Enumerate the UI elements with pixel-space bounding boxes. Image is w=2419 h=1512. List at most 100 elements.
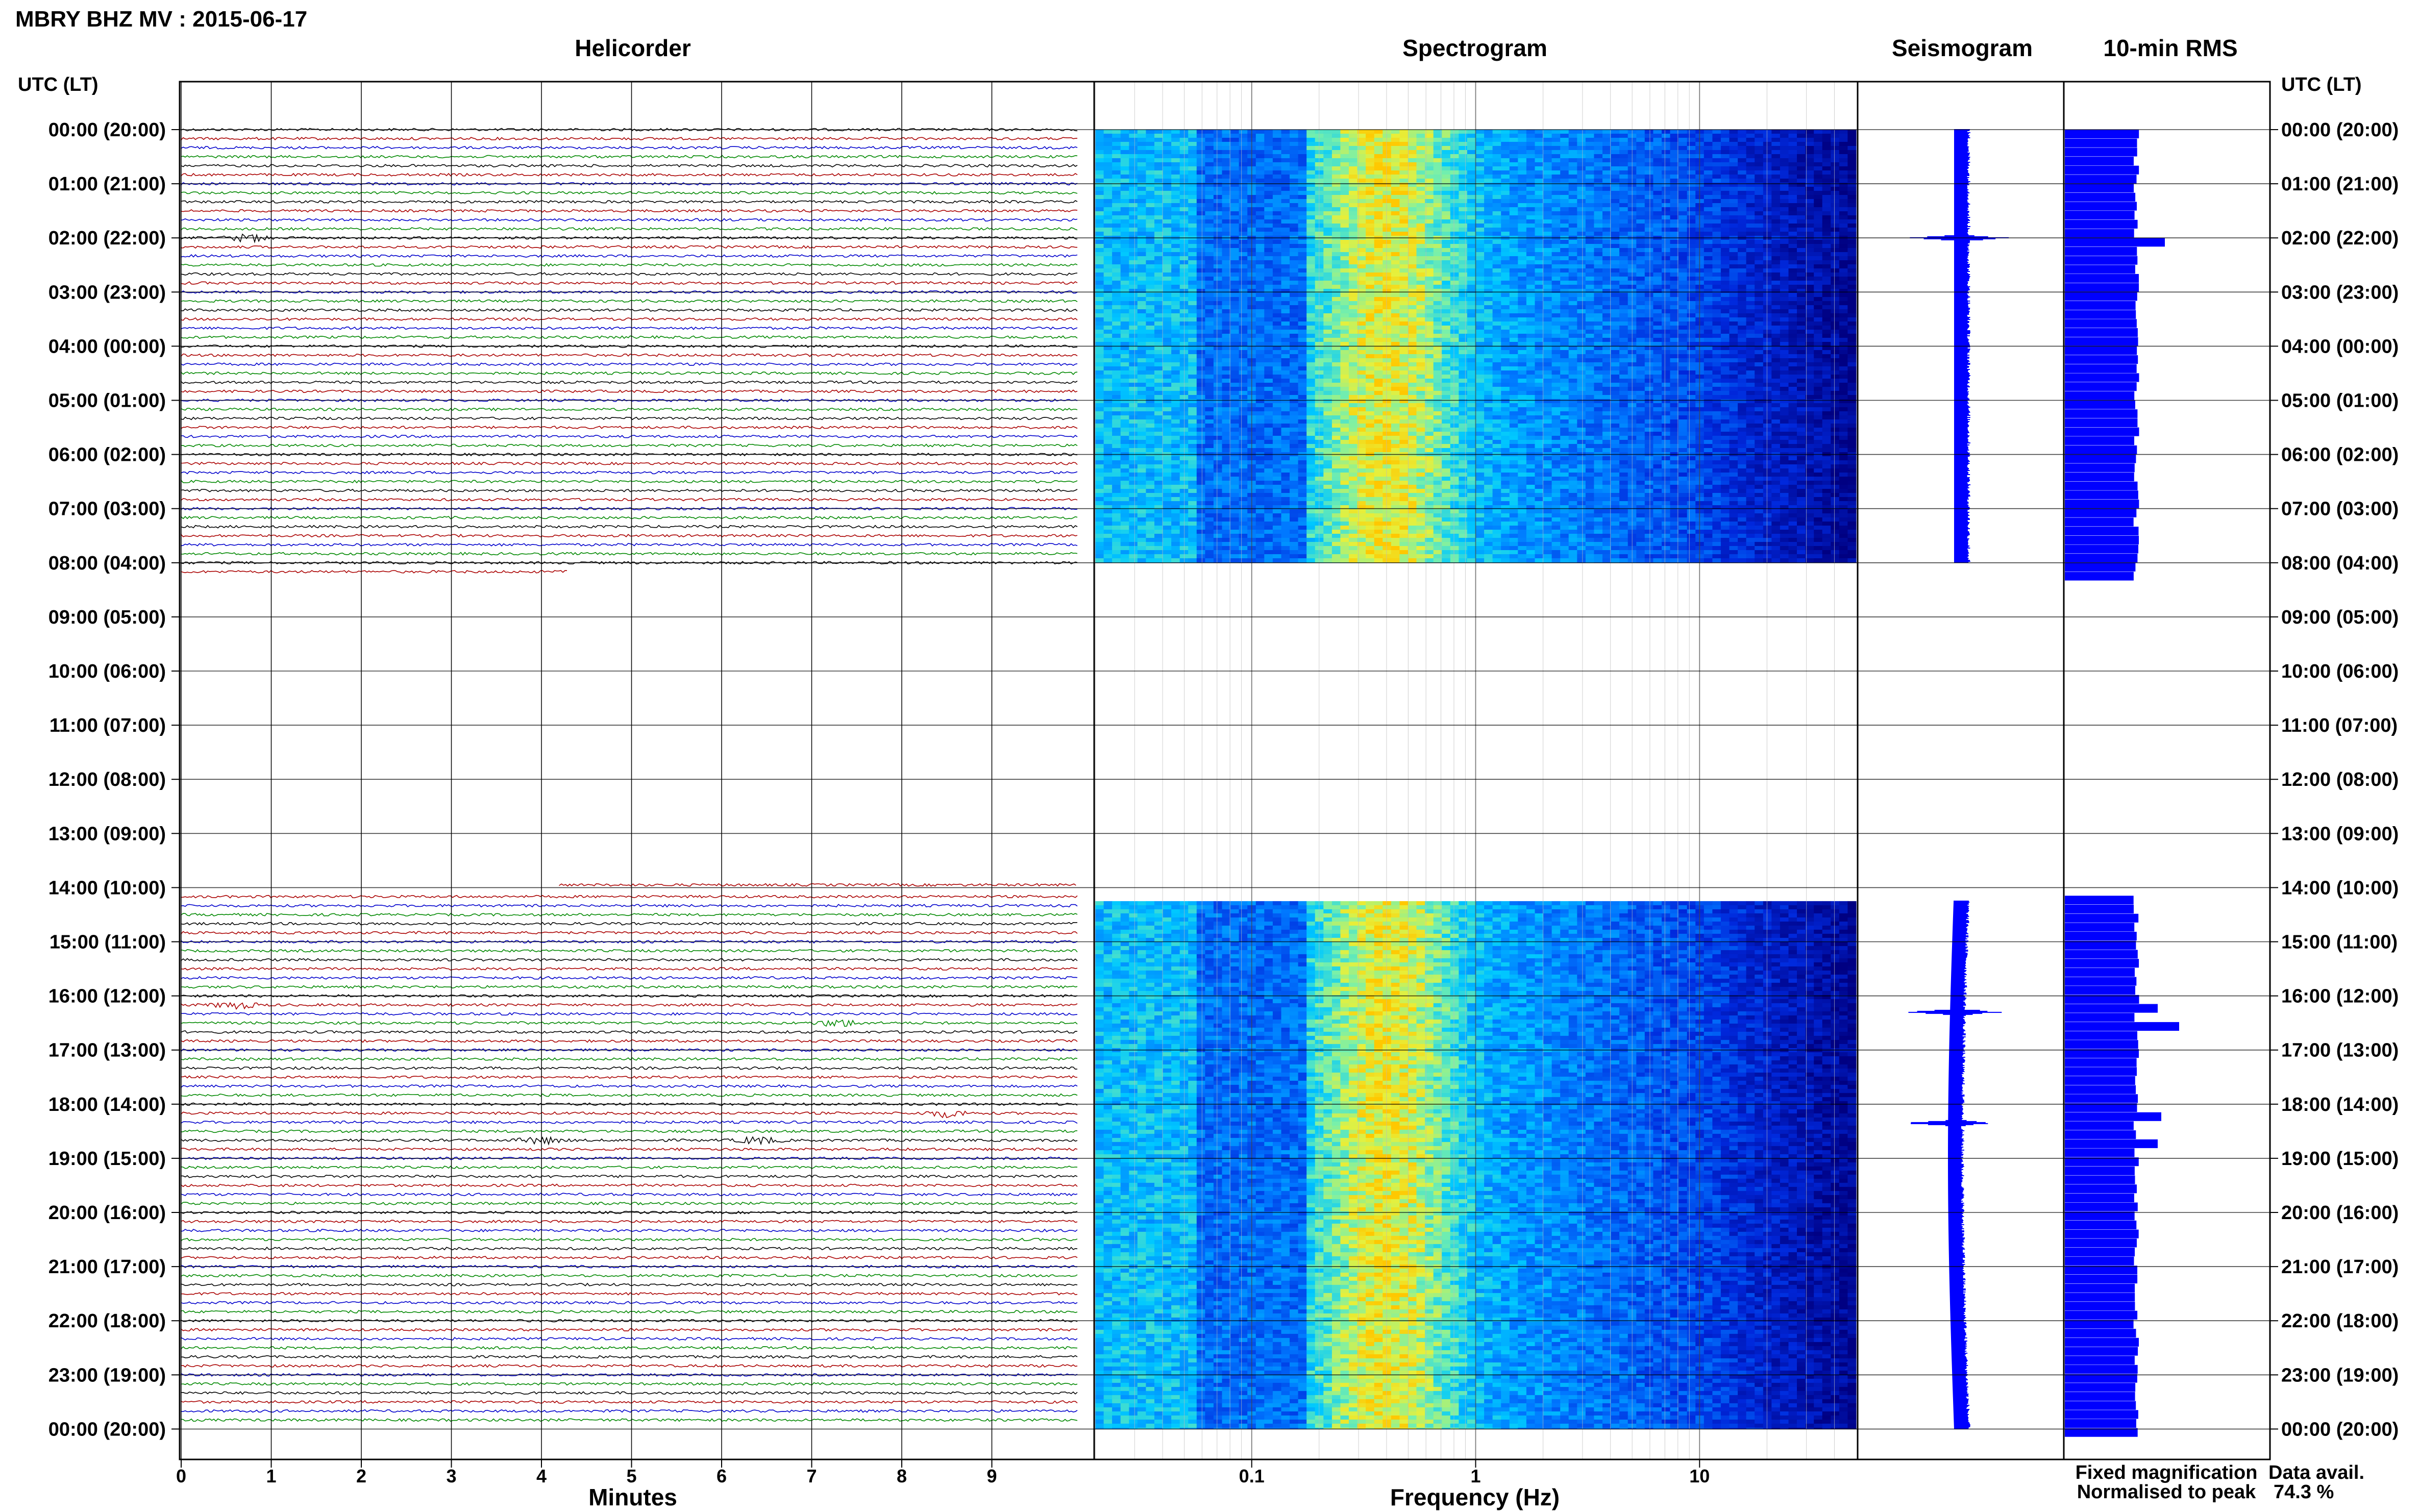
spectrogram-cell: [1146, 154, 1155, 159]
spectrogram-cell: [1213, 228, 1223, 232]
spectrogram-cell: [1831, 293, 1840, 298]
spectrogram-cell: [1797, 199, 1806, 204]
spectrogram-cell: [1662, 268, 1671, 273]
spectrogram-cell: [1788, 199, 1797, 204]
spectrogram-cell: [1425, 313, 1434, 318]
spectrogram-cell: [1366, 183, 1375, 187]
spectrogram-cell: [1568, 338, 1577, 342]
spectrogram-cell: [1653, 285, 1662, 289]
spectrogram-cell: [1416, 252, 1425, 257]
spectrogram-cell: [1653, 195, 1662, 200]
spectrogram-cell: [1518, 175, 1527, 179]
spectrogram-cell: [1687, 191, 1696, 195]
spectrogram-cell: [1442, 313, 1451, 318]
spectrogram-cell: [1577, 309, 1586, 314]
spectrogram-cell: [1653, 309, 1662, 314]
spectrogram-cell: [1687, 289, 1696, 293]
spectrogram-cell: [1196, 170, 1205, 175]
spectrogram-cell: [1357, 334, 1366, 338]
spectrogram-cell: [1763, 175, 1772, 179]
spectrogram-cell: [1712, 346, 1721, 351]
spectrogram-cell: [1839, 346, 1848, 351]
spectrogram-cell: [1526, 175, 1536, 179]
spectrogram-cell: [1602, 146, 1612, 151]
spectrogram-cell: [1687, 268, 1696, 273]
spectrogram-cell: [1222, 256, 1231, 261]
spectrogram-cell: [1188, 305, 1197, 310]
spectrogram-cell: [1323, 277, 1332, 281]
spectrogram-cell: [1129, 260, 1138, 265]
spectrogram-cell: [1611, 162, 1620, 167]
spectrogram-cell: [1357, 142, 1366, 146]
spectrogram-cell: [1163, 183, 1172, 187]
spectrogram-cell: [1374, 146, 1383, 151]
spectrogram-cell: [1644, 309, 1653, 314]
spectrogram-cell: [1501, 342, 1510, 346]
spectrogram-cell: [1467, 334, 1476, 338]
spectrogram-cell: [1129, 203, 1138, 208]
spectrogram-cell: [1551, 191, 1561, 195]
spectrogram-cell: [1154, 142, 1164, 146]
spectrogram-cell: [1366, 195, 1375, 200]
spectrogram-cell: [1712, 334, 1721, 338]
spectrogram-cell: [1188, 138, 1197, 142]
spectrogram-cell: [1805, 317, 1814, 322]
spectrogram-cell: [1383, 309, 1392, 314]
spectrogram-cell: [1619, 146, 1628, 151]
spectrogram-cell: [1357, 268, 1366, 273]
spectrogram-cell: [1560, 211, 1569, 216]
spectrogram-cell: [1822, 317, 1831, 322]
spectrogram-cell: [1154, 338, 1164, 342]
spectrogram-cell: [1171, 321, 1180, 326]
spectrogram-cell: [1281, 207, 1290, 212]
spectrogram-cell: [1255, 207, 1265, 212]
spectrogram-cell: [1788, 170, 1797, 175]
spectrogram-cell: [1383, 252, 1392, 257]
spectrogram-cell: [1146, 138, 1155, 142]
helicorder-trace: [181, 498, 1078, 502]
spectrogram-cell: [1780, 248, 1789, 253]
spectrogram-cell: [1738, 228, 1747, 232]
spectrogram-cell: [1306, 260, 1316, 265]
spectrogram-cell: [1306, 326, 1316, 330]
spectrogram-cell: [1712, 305, 1721, 310]
spectrogram-cell: [1771, 264, 1781, 269]
spectrogram-cell: [1331, 166, 1341, 171]
spectrogram-cell: [1720, 326, 1730, 330]
spectrogram-cell: [1340, 146, 1349, 151]
spectrogram-cell: [1484, 195, 1493, 200]
spectrogram-cell: [1551, 158, 1561, 163]
spectrogram-cell: [1780, 338, 1789, 342]
spectrogram-cell: [1585, 272, 1595, 277]
spectrogram-cell: [1535, 281, 1544, 285]
spectrogram-cell: [1839, 224, 1848, 228]
spectrogram-cell: [1543, 305, 1552, 310]
spectrogram-cell: [1594, 268, 1603, 273]
spectrogram-cell: [1594, 138, 1603, 142]
spectrogram-cell: [1720, 179, 1730, 183]
spectrogram-cell: [1467, 228, 1476, 232]
spectrogram-cell: [1459, 211, 1468, 216]
spectrogram-cell: [1366, 211, 1375, 216]
spectrogram-cell: [1535, 150, 1544, 155]
spectrogram-cell: [1230, 150, 1240, 155]
spectrogram-cell: [1484, 313, 1493, 318]
spectrogram-cell: [1585, 260, 1595, 265]
spectrogram-cell: [1112, 309, 1121, 314]
spectrogram-cell: [1391, 134, 1400, 138]
spectrogram-cell: [1636, 244, 1645, 249]
spectrogram-cell: [1475, 289, 1485, 293]
spectrogram-cell: [1518, 326, 1527, 330]
spectrogram-cell: [1847, 142, 1857, 146]
spectrogram-cell: [1416, 317, 1425, 322]
spectrogram-cell: [1323, 219, 1332, 224]
spectrogram-cell: [1611, 305, 1620, 310]
spectrogram-cell: [1518, 268, 1527, 273]
spectrogram-cell: [1298, 146, 1307, 151]
spectrogram-cell: [1331, 321, 1341, 326]
spectrogram-cell: [1814, 256, 1823, 261]
spectrogram-cell: [1163, 346, 1172, 351]
spectrogram-cell: [1526, 130, 1536, 134]
spectrogram-cell: [1399, 260, 1409, 265]
spectrogram-cell: [1822, 248, 1831, 253]
